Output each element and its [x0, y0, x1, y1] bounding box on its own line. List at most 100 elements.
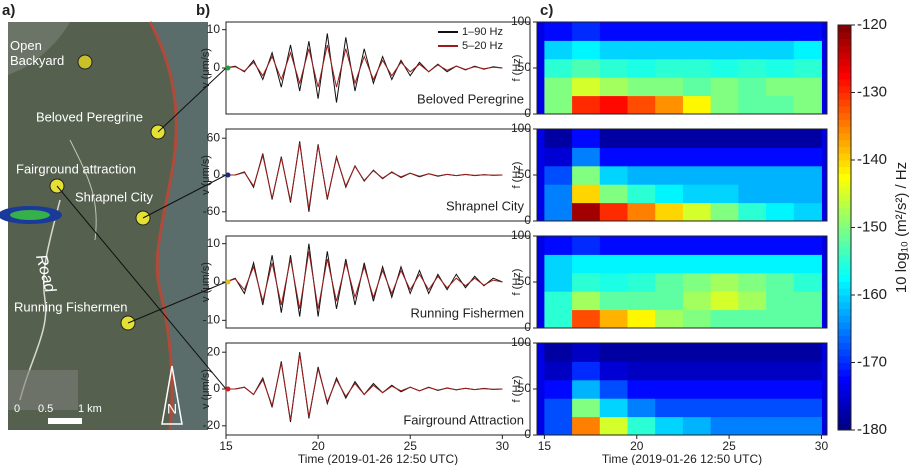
x-tick-label: 15 [219, 439, 233, 453]
heatmap-cell [710, 254, 739, 274]
colorbar-segment [838, 193, 851, 201]
colorbar-segment [838, 31, 851, 39]
y-tick-label: 10 [207, 236, 221, 250]
coastline [148, 21, 178, 431]
heatmap-cell [599, 129, 629, 148]
heatmap-cell [544, 361, 573, 381]
colorbar-segment [838, 396, 851, 404]
heatmap-cell [627, 343, 656, 362]
heatmap-cell [544, 77, 573, 97]
heatmap-cell [627, 398, 656, 418]
heatmap-cell [793, 22, 822, 41]
heatmap-cell [710, 379, 739, 399]
heatmap-cell [655, 236, 684, 255]
heatmap-cell [599, 398, 629, 418]
connector [127, 281, 227, 324]
x-axis-label: Time (2019-01-26 12:50 UTC) [602, 452, 762, 465]
heatmap-cell [655, 291, 684, 311]
heatmap-cell [738, 272, 767, 292]
heatmap-cell [627, 291, 656, 311]
colorbar-segment [838, 247, 851, 255]
heatmap-cell [682, 343, 712, 362]
heatmap-cell [544, 416, 573, 436]
colorbar-segment [838, 342, 851, 350]
heatmap-cell [710, 272, 739, 292]
path [69, 139, 97, 241]
heatmap-cell [682, 147, 712, 167]
colorbar-segment [838, 207, 851, 215]
colorbar-segment [838, 261, 851, 269]
heatmap-cell [627, 165, 656, 185]
station [77, 54, 93, 70]
map-label-box: Open Backyard [10, 38, 64, 68]
heatmap-cell [627, 309, 656, 329]
waveform [225, 44, 503, 88]
y-axis-label: v (μm/s) [200, 155, 212, 195]
heatmap-cell [572, 361, 601, 381]
colorbar-segment [838, 423, 851, 431]
colorbar-segment [838, 72, 851, 80]
colorbar-segment [838, 227, 851, 235]
heatmap-cell [682, 236, 712, 255]
heatmap-cell [682, 309, 712, 329]
heatmap-cell [682, 40, 712, 60]
colorbar-segment [838, 45, 851, 53]
heatmap-cell [599, 58, 629, 78]
heatmap-cell [710, 361, 739, 381]
y-tick-label: 0 [213, 60, 220, 74]
colorbar-segment [838, 126, 851, 134]
north-label: N [167, 401, 177, 417]
heatmap-cell [793, 77, 822, 97]
map-label: Shrapnel City [75, 189, 154, 204]
y-tick-label: 50 [518, 60, 532, 74]
heatmap-cell [655, 254, 684, 274]
panel-label: b) [196, 2, 210, 19]
y-tick-label: 100 [511, 335, 531, 349]
heatmap-cell [627, 379, 656, 399]
colorbar-segment [838, 355, 851, 363]
heatmap-cell [793, 165, 822, 185]
heatmap-cell [544, 165, 573, 185]
heatmap-cell [627, 254, 656, 274]
heatmap-cell [544, 236, 573, 255]
y-tick-label: 0 [524, 213, 531, 227]
y-tick-label: -60 [203, 204, 221, 218]
heatmap-cell [793, 398, 822, 418]
heatmap-cell [572, 184, 601, 204]
colorbar-segment [838, 119, 851, 127]
colorbar-segment [838, 234, 851, 242]
heatmap-cell [793, 236, 822, 255]
legend-label: 1–90 Hz [462, 26, 503, 38]
map: Open Backyard Beloved Peregrine Fairgrou… [0, 21, 208, 431]
heatmap-cell [599, 184, 629, 204]
colorbar-label: 10 log₁₀ (m²/s²) / Hz [893, 162, 910, 293]
heatmap-cell [572, 379, 601, 399]
heatmap-cell [544, 129, 573, 148]
colorbar-tick-label: -130 [857, 83, 887, 100]
heatmap-cell [655, 361, 684, 381]
colorbar-segment [838, 322, 851, 330]
heatmap-cell [710, 58, 739, 78]
colorbar-segment [838, 153, 851, 161]
heatmap-cell [682, 22, 712, 41]
heatmap-cell [544, 40, 573, 60]
heatmap-cell [682, 361, 712, 381]
x-tick-label: 30 [815, 439, 829, 453]
heatmap-cell [572, 22, 601, 41]
colorbar-segment [838, 180, 851, 188]
y-axis-label: f (Hz) [511, 162, 523, 189]
x-axis-label: Time (2019-01-26 12:50 UTC) [298, 452, 458, 465]
heatmap-cell [599, 77, 629, 97]
legend-label: 5–20 Hz [462, 40, 503, 52]
heatmap-cell [710, 22, 739, 41]
heatmap-cell [599, 202, 629, 222]
heatmap-cell [544, 95, 573, 115]
colorbar-segment [838, 241, 851, 249]
colorbar-segment [838, 160, 851, 168]
heatmap-cell [738, 95, 767, 115]
x-tick-label: 15 [538, 439, 552, 453]
heatmap-cell [627, 147, 656, 167]
colorbar-segment [838, 328, 851, 336]
plots: 0 10 v (μm/s) Beloved Peregrine 1–90 Hz 5–20 … [200, 14, 910, 465]
colorbar-segment [838, 85, 851, 93]
